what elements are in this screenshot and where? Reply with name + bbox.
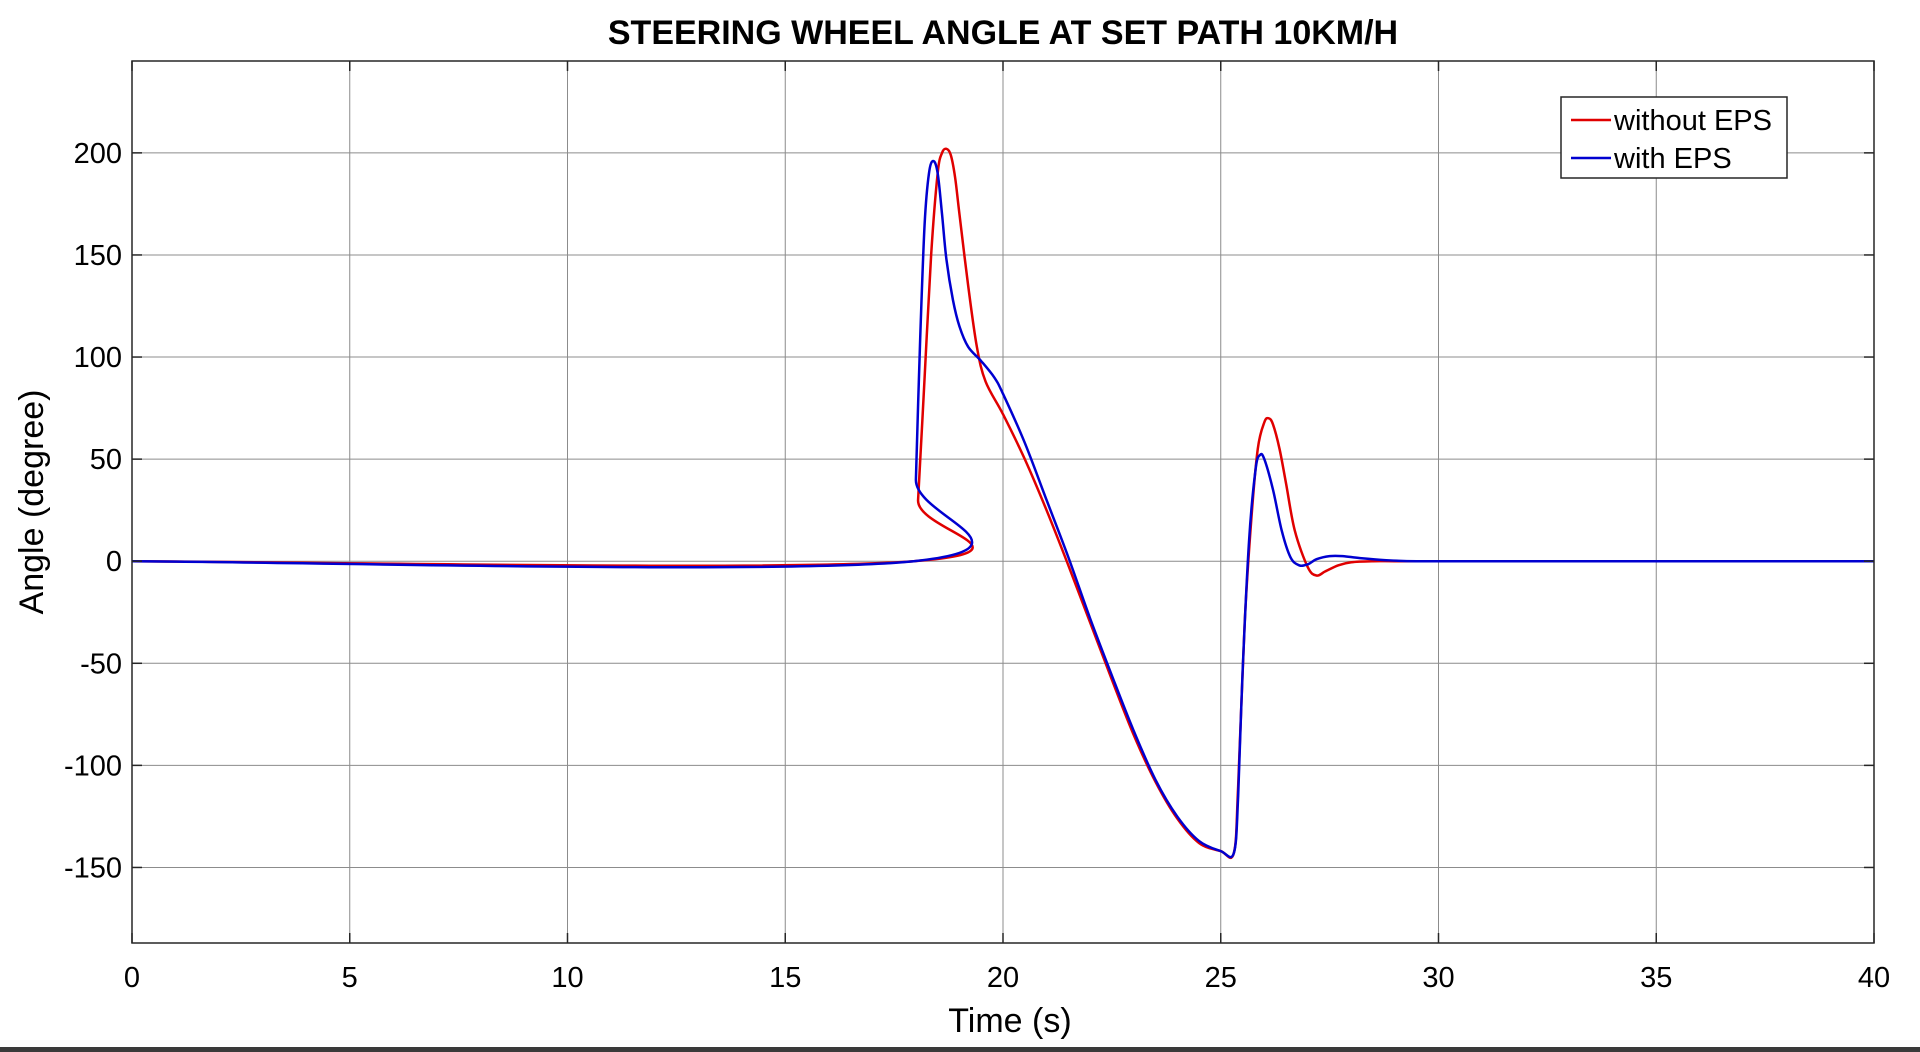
x-tick-label: 30 <box>1422 962 1454 994</box>
chart-title: STEERING WHEEL ANGLE AT SET PATH 10KM/H <box>608 14 1398 52</box>
y-axis-label: Angle (degree) <box>13 390 51 615</box>
series-line-with-eps <box>131 159 1874 859</box>
x-tick-label: 15 <box>769 962 801 994</box>
legend: without EPS with EPS <box>1560 96 1788 179</box>
y-tick-label: 150 <box>74 240 122 272</box>
series-layer <box>131 147 1874 860</box>
x-tick-label: 0 <box>124 962 140 994</box>
x-tick-label: 40 <box>1858 962 1890 994</box>
y-tick-label: -100 <box>64 750 122 782</box>
y-tick-label: 50 <box>90 444 122 476</box>
y-tick-label: 200 <box>74 138 122 170</box>
y-tick-label: -150 <box>64 852 122 884</box>
ticks: 0 5 10 15 20 25 30 35 40 -150 -100 -50 0 50 100 150 200 <box>64 61 1890 994</box>
x-tick-label: 20 <box>987 962 1019 994</box>
x-tick-label: 5 <box>342 962 358 994</box>
legend-label-without-eps: without EPS <box>1613 105 1772 137</box>
x-tick-label: 25 <box>1205 962 1237 994</box>
x-axis-label: Time (s) <box>948 1002 1071 1040</box>
x-tick-label: 10 <box>551 962 583 994</box>
y-tick-label: 100 <box>74 342 122 374</box>
window-bottom-border <box>0 1047 1920 1052</box>
grid <box>132 61 1874 943</box>
y-tick-label: 0 <box>106 546 122 578</box>
legend-label-with-eps: with EPS <box>1613 143 1732 175</box>
x-tick-label: 35 <box>1640 962 1672 994</box>
legend-box <box>1560 96 1788 179</box>
y-tick-label: -50 <box>80 648 122 680</box>
